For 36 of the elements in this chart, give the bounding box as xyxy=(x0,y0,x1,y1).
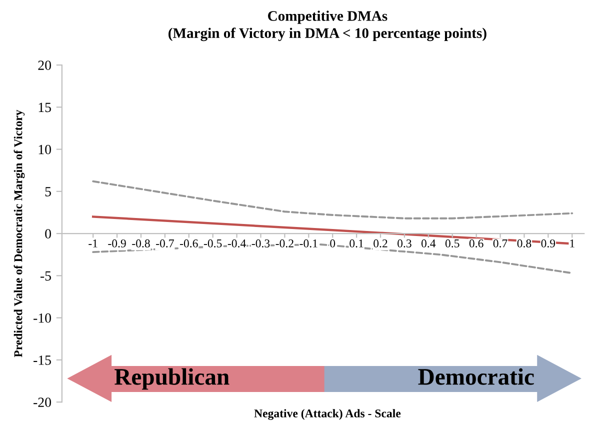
x-tick-label: -0.4 xyxy=(228,239,246,248)
x-tick-label: -0.5 xyxy=(204,239,222,248)
y-tick-label: -15 xyxy=(34,356,51,365)
y-tick-label: -5 xyxy=(40,271,51,281)
annotation: Democratic xyxy=(418,368,534,385)
x-tick-label: -0.8 xyxy=(132,239,150,248)
y-tick-label: 5 xyxy=(45,187,51,196)
x-tick-label: -0.1 xyxy=(300,239,318,248)
x-tick-label: -1 xyxy=(88,239,98,248)
line-series xyxy=(92,180,574,220)
x-tick-label: 0.7 xyxy=(493,239,508,248)
x-tick-label: 0.8 xyxy=(517,239,532,248)
x-tick-label: 0.5 xyxy=(445,239,460,248)
x-tick-label: 0.4 xyxy=(421,239,436,248)
x-axis-title: Negative (Attack) Ads - Scale xyxy=(254,409,401,420)
x-tick-label: 0.1 xyxy=(350,239,364,248)
y-tick-label: 20 xyxy=(38,60,52,70)
x-tick-label: -0.6 xyxy=(180,239,198,248)
x-tick-label: -0.9 xyxy=(108,239,126,248)
x-tick-label: 0.2 xyxy=(374,239,388,248)
x-tick-label: 0.6 xyxy=(469,239,484,248)
x-tick-label: -0.7 xyxy=(156,239,174,248)
y-tick-label: 15 xyxy=(38,102,51,112)
chart-subtitle: (Margin of Victory in DMA < 10 percentage points) xyxy=(168,28,486,42)
x-tick-label: -0.3 xyxy=(252,239,270,248)
y-tick-label: 0 xyxy=(45,229,52,238)
x-tick-label: 0.9 xyxy=(541,239,556,248)
x-tick-label: 0.3 xyxy=(398,239,412,248)
y-tick-label: -10 xyxy=(34,313,52,323)
annotation: Republican xyxy=(114,368,230,390)
x-tick-label: -0.2 xyxy=(276,239,294,248)
chart-title: Competitive DMAs xyxy=(268,10,388,24)
x-tick-label: 0 xyxy=(330,239,336,248)
y-tick-label: 10 xyxy=(38,144,52,154)
y-axis-title: Predicted Value of Democratic Margin of Victory xyxy=(14,110,25,358)
y-tick-label: -20 xyxy=(34,398,52,408)
